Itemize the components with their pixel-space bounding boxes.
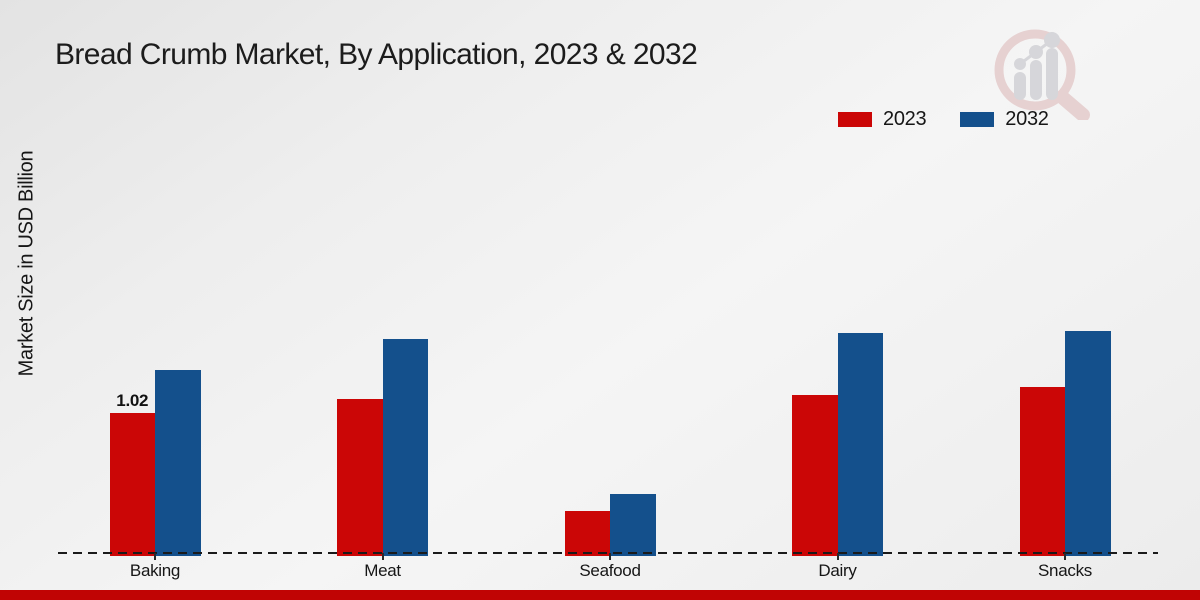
bar-2032-dairy — [837, 333, 883, 556]
bar-2032-baking — [155, 369, 201, 556]
category-label-seafood: Seafood — [579, 561, 641, 580]
legend-item-2032: 2032 — [960, 108, 1049, 131]
bar-2023-snacks — [1019, 386, 1065, 556]
x-axis-tick — [609, 553, 611, 560]
magnifier-bar-chart-logo-icon — [994, 29, 1090, 120]
x-axis-tick — [836, 553, 839, 560]
bar-2032-seafood — [610, 494, 656, 556]
bar-2023-meat — [337, 399, 383, 556]
x-axis-tick — [154, 553, 156, 560]
category-label-meat: Meat — [364, 561, 401, 580]
bar-2023-dairy — [792, 395, 838, 556]
bar-2023-baking — [109, 413, 155, 556]
x-axis-dashed-baseline — [58, 552, 1158, 554]
legend: 2023 2032 — [838, 108, 1049, 131]
category-label-dairy: Dairy — [818, 561, 857, 580]
x-axis-tick — [381, 553, 384, 560]
legend-swatch-2032 — [960, 112, 995, 127]
legend-label-2023: 2023 — [883, 108, 927, 130]
y-axis-label: Market Size in USD Billion — [15, 150, 38, 377]
bar-value-label: 1.02 — [116, 391, 149, 411]
legend-swatch-2023 — [838, 112, 872, 127]
bar-2023-seafood — [564, 511, 610, 556]
bar-2032-meat — [382, 339, 428, 556]
legend-item-2023: 2023 — [838, 108, 927, 131]
category-label-snacks: Snacks — [1038, 561, 1092, 580]
legend-label-2032: 2032 — [1005, 108, 1049, 130]
chart-title: Bread Crumb Market, By Application, 2023… — [55, 38, 698, 71]
x-axis-tick — [1064, 553, 1066, 560]
bar-2032-snacks — [1065, 330, 1111, 556]
bottom-accent-band — [0, 590, 1200, 600]
category-label-baking: Baking — [129, 561, 181, 580]
